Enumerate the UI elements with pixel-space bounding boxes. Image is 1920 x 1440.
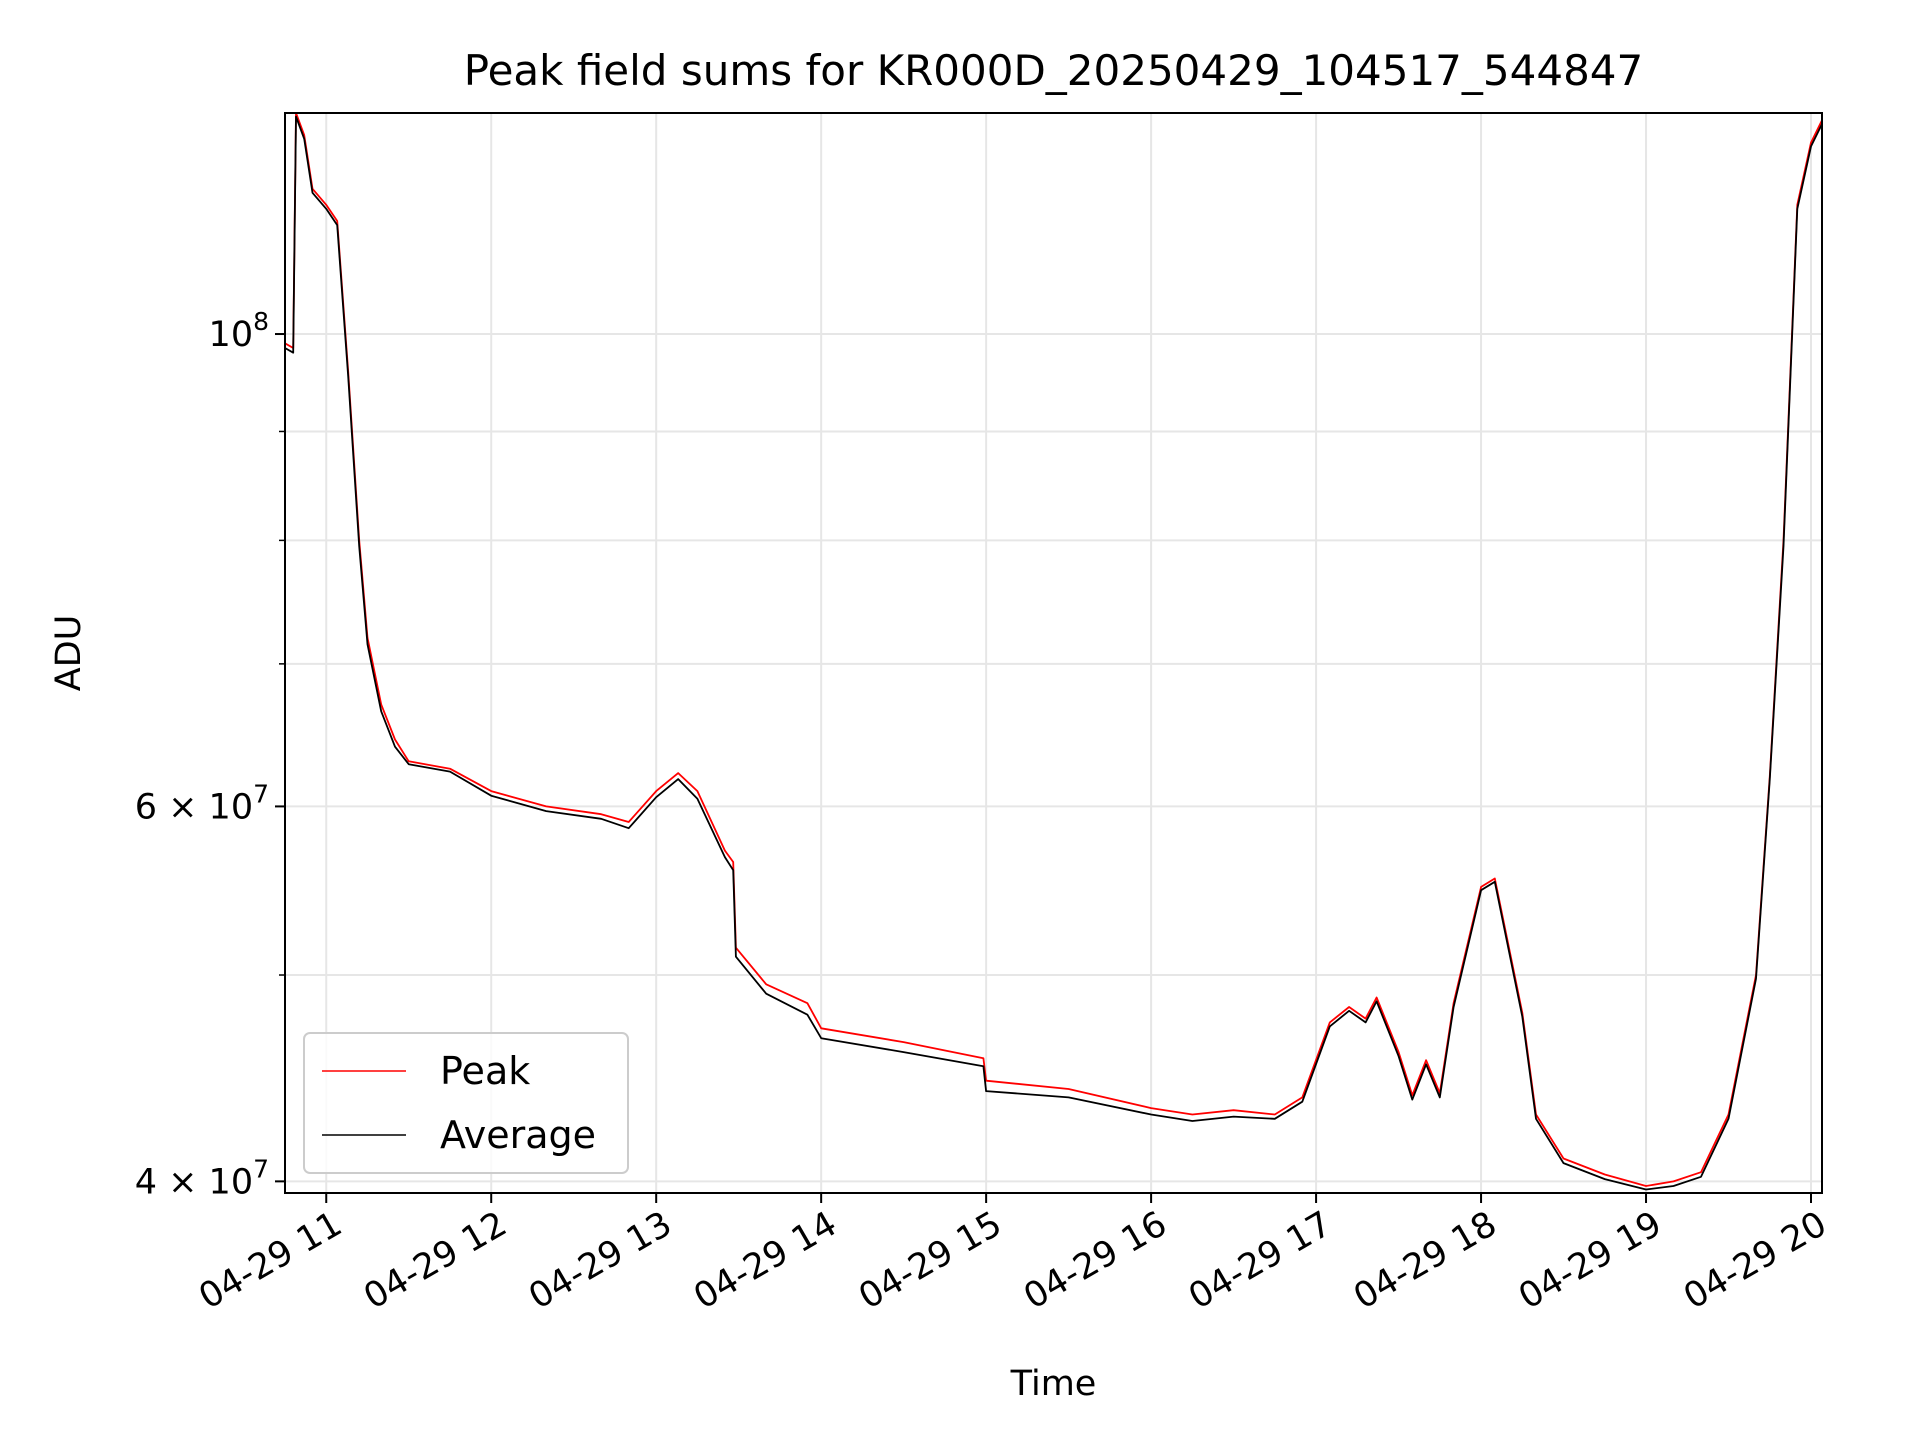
y-tick-label: 108 xyxy=(209,307,269,355)
y-tick-label: 6 × 107 xyxy=(135,779,269,827)
y-tick-mantissa: 10 xyxy=(209,315,254,355)
y-tick-mantissa: 4 × 10 xyxy=(135,1162,253,1202)
series-line-average xyxy=(284,115,1823,1191)
legend-label-average: Average xyxy=(440,1113,596,1157)
y-tick-label: 4 × 107 xyxy=(135,1154,269,1202)
y-axis-label: ADU xyxy=(49,615,89,692)
legend: Peak Average xyxy=(303,1032,629,1174)
x-axis-label: Time xyxy=(1010,1364,1097,1404)
chart-title: Peak field sums for KR000D_20250429_1045… xyxy=(464,46,1643,95)
series-layer xyxy=(284,112,1823,1191)
grid xyxy=(285,113,1822,1193)
legend-box xyxy=(303,1032,629,1174)
legend-label-peak: Peak xyxy=(440,1049,530,1093)
y-tick-exponent: 7 xyxy=(253,1154,269,1183)
y-tick-exponent: 7 xyxy=(253,779,269,808)
series-line-peak xyxy=(284,112,1823,1187)
y-tick-mantissa: 6 × 10 xyxy=(135,787,253,827)
y-tick-exponent: 8 xyxy=(253,307,269,336)
plot-frame xyxy=(284,112,1823,1194)
